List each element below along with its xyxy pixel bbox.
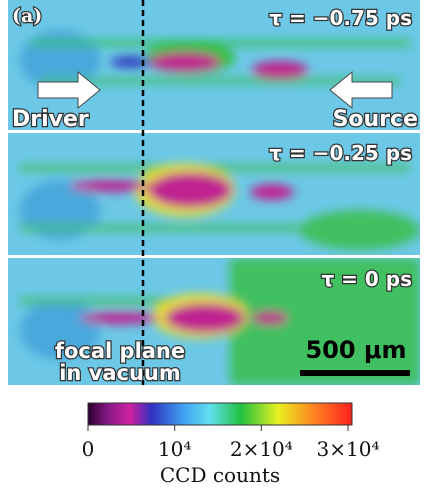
colorbar-label: CCD counts [160, 463, 280, 487]
scale-bar [300, 370, 410, 376]
figure: (a) τ = −0.75 ps τ = −0.25 ps τ = 0 ps D… [0, 0, 424, 495]
colorbar-tick-label: 2×10⁴ [230, 437, 293, 461]
colorbar-tick-label: 3×10⁴ [317, 437, 380, 461]
colorbar-tick-label: 0 [82, 437, 95, 461]
panel-label: (a) [12, 5, 42, 27]
colorbar-tick-label: 10⁴ [158, 437, 191, 461]
colorbar [88, 403, 352, 425]
delay-label: τ = −0.75 ps [269, 6, 412, 30]
source-label: Source [333, 107, 418, 132]
focal-plane-label: focal plane [55, 339, 185, 363]
scale-bar-label: 500 μm [305, 336, 406, 364]
focal-plane-label: in vacuum [59, 361, 181, 385]
delay-label: τ = 0 ps [321, 267, 412, 291]
driver-label: Driver [12, 107, 89, 132]
delay-label: τ = −0.25 ps [269, 141, 412, 165]
